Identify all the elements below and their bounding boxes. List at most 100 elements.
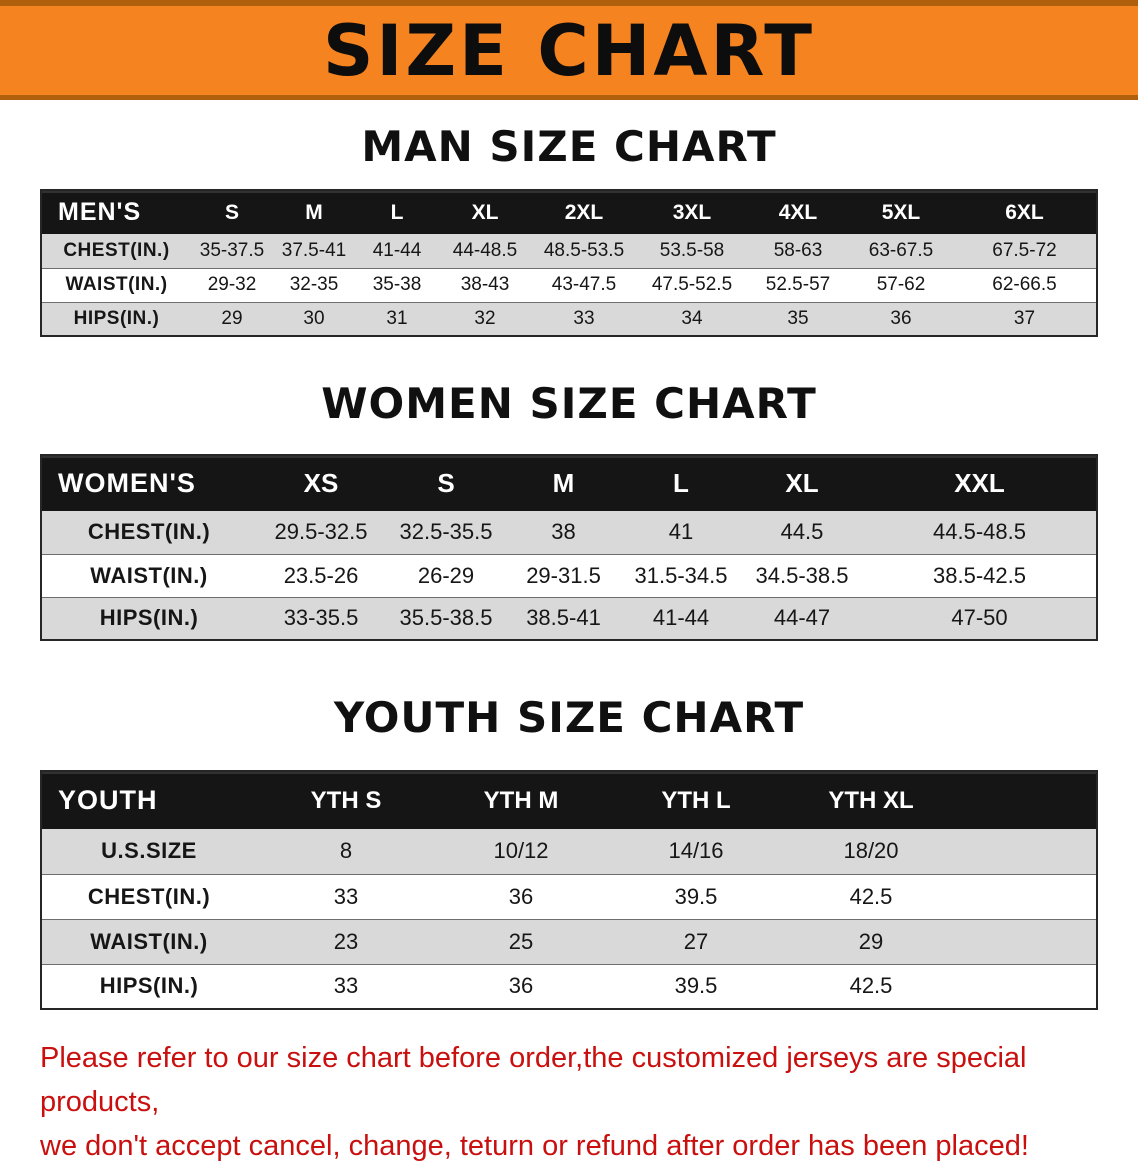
row-label: U.S.SIZE [101, 838, 197, 864]
size-cell: 44.5 [780, 519, 824, 545]
size-cell: 36 [436, 873, 606, 919]
size-cell: 29 [191, 301, 273, 336]
row-label: WAIST(IN.) [41, 918, 256, 964]
size-cell: 32.5-35.5 [399, 519, 493, 545]
youth-section-heading: YOUTH SIZE CHART [333, 693, 805, 742]
size-col-header: XL [741, 455, 863, 511]
size-cell: 44-47 [741, 596, 863, 640]
size-cell: 41-44 [372, 239, 422, 261]
size-cell: 37 [953, 301, 1097, 336]
size-col-header: S [386, 455, 506, 511]
disclaimer-line-2: we don't accept cancel, change, teturn o… [40, 1130, 1029, 1162]
size-cell: 36 [436, 963, 606, 1009]
row-label: HIPS(IN.) [41, 301, 191, 336]
men-table-title: MEN'S [41, 190, 191, 234]
size-col-header: L [355, 190, 439, 234]
size-col-header: 5XL [849, 190, 953, 234]
size-cell: 39.5 [606, 873, 786, 919]
size-cell: 39.5 [606, 963, 786, 1009]
size-cell: 52.5-57 [747, 267, 849, 302]
size-col-header: M [506, 455, 621, 511]
size-cell: 35.5-38.5 [386, 596, 506, 640]
size-cell: 47-50 [863, 596, 1097, 640]
size-cell: 33 [531, 301, 637, 336]
size-cell: 38 [551, 519, 576, 545]
size-cell: 18/20 [843, 838, 899, 864]
youth-header-row: YOUTH YTH S YTH M YTH L YTH XL [41, 771, 1097, 829]
size-cell: 32 [439, 301, 531, 336]
size-cell: 53.5-58 [659, 239, 725, 261]
size-col-header: 3XL [637, 190, 747, 234]
table-row: CHEST(IN.) 29.5-32.5 32.5-35.5 38 41 44.… [41, 511, 1097, 554]
size-cell: 31 [355, 301, 439, 336]
size-cell: 26-29 [386, 553, 506, 597]
size-cell: 48.5-53.5 [543, 239, 625, 261]
men-size-table: MEN'S S M L XL 2XL 3XL 4XL 5XL 6XL CHEST… [40, 189, 1098, 337]
row-label: CHEST(IN.) [41, 873, 256, 919]
size-col-header: YTH S [256, 771, 436, 829]
size-col-header: YTH L [606, 771, 786, 829]
size-cell: 38-43 [439, 267, 531, 302]
page-title: SIZE CHART [322, 9, 816, 92]
disclaimer-note: Please refer to our size chart before or… [40, 1036, 1138, 1168]
title-banner: SIZE CHART [0, 0, 1138, 100]
size-cell: 31.5-34.5 [621, 553, 741, 597]
size-cell: 33 [256, 873, 436, 919]
filler-cell [956, 829, 1097, 874]
size-cell: 41-44 [621, 596, 741, 640]
size-cell: 63-67.5 [868, 239, 934, 261]
size-cell: 67.5-72 [992, 239, 1057, 261]
women-table-title: WOMEN'S [41, 455, 256, 511]
size-cell: 14/16 [668, 838, 724, 864]
row-label: CHEST(IN.) [87, 519, 211, 545]
size-cell: 29-32 [191, 267, 273, 302]
size-cell: 10/12 [493, 838, 549, 864]
women-header-row: WOMEN'S XS S M L XL XXL [41, 455, 1097, 511]
size-cell: 35-37.5 [199, 239, 265, 261]
women-section-heading: WOMEN SIZE CHART [321, 379, 817, 428]
size-col-header: 2XL [531, 190, 637, 234]
size-cell: 34.5-38.5 [741, 553, 863, 597]
size-cell: 34 [637, 301, 747, 336]
size-cell: 44-48.5 [452, 239, 518, 261]
row-label: HIPS(IN.) [41, 596, 256, 640]
size-cell: 36 [849, 301, 953, 336]
size-col-header: L [621, 455, 741, 511]
table-row: WAIST(IN.) 23 25 27 29 [41, 918, 1097, 964]
size-col-header: YTH M [436, 771, 606, 829]
size-cell: 62-66.5 [953, 267, 1097, 302]
table-row: WAIST(IN.) 23.5-26 26-29 29-31.5 31.5-34… [41, 553, 1097, 597]
size-cell: 29.5-32.5 [274, 519, 368, 545]
size-cell: 47.5-52.5 [637, 267, 747, 302]
size-col-header: 6XL [953, 190, 1097, 234]
table-row: CHEST(IN.) 33 36 39.5 42.5 [41, 873, 1097, 919]
size-cell: 35-38 [355, 267, 439, 302]
size-col-header: XL [439, 190, 531, 234]
size-cell: 25 [436, 918, 606, 964]
size-cell: 32-35 [273, 267, 355, 302]
disclaimer-line-1: Please refer to our size chart before or… [40, 1042, 1027, 1118]
youth-table-title: YOUTH [41, 771, 256, 829]
size-col-header: S [191, 190, 273, 234]
women-size-table: WOMEN'S XS S M L XL XXL CHEST(IN.) 29.5-… [40, 454, 1098, 641]
table-row: U.S.SIZE 8 10/12 14/16 18/20 [41, 829, 1097, 874]
youth-size-table: YOUTH YTH S YTH M YTH L YTH XL U.S.SIZE … [40, 770, 1098, 1010]
size-cell: 27 [606, 918, 786, 964]
filler-cell [956, 963, 1097, 1009]
row-label: HIPS(IN.) [41, 963, 256, 1009]
size-cell: 23 [256, 918, 436, 964]
size-cell: 38.5-42.5 [863, 553, 1097, 597]
size-cell: 57-62 [849, 267, 953, 302]
size-cell: 29 [786, 918, 956, 964]
filler-cell [956, 918, 1097, 964]
size-col-header: 4XL [747, 190, 849, 234]
table-row: CHEST(IN.) 35-37.5 37.5-41 41-44 44-48.5… [41, 234, 1097, 268]
row-label: CHEST(IN.) [63, 239, 170, 261]
size-cell: 42.5 [786, 963, 956, 1009]
size-col-header: XXL [863, 455, 1097, 511]
table-row: HIPS(IN.) 33 36 39.5 42.5 [41, 963, 1097, 1009]
size-cell: 44.5-48.5 [933, 519, 1026, 545]
size-cell: 43-47.5 [531, 267, 637, 302]
row-label: WAIST(IN.) [41, 553, 256, 597]
size-cell: 33-35.5 [256, 596, 386, 640]
